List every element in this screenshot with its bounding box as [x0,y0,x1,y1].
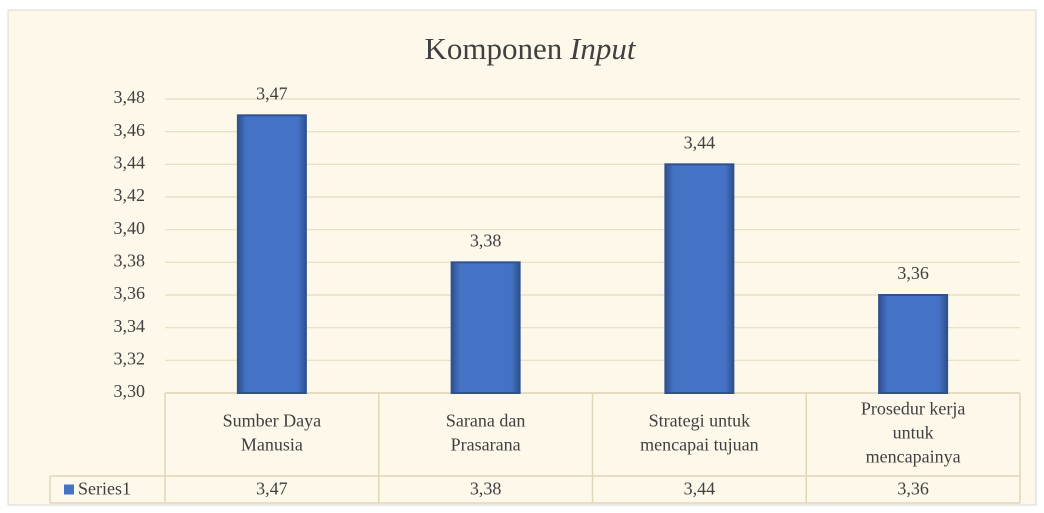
x-tick-label: Prosedur kerja untuk mencapainya [861,399,965,467]
x-tick-label: Sumber Daya Manusia [223,411,321,455]
table-value: 3,44 [684,479,716,499]
legend-key [64,484,74,495]
chart-title: Komponen Input [425,31,637,66]
y-tick-label: 3,46 [114,120,146,140]
y-tick-label: 3,30 [114,381,146,401]
x-tick-label: Sarana dan Prasarana [446,411,525,455]
y-tick-label: 3,36 [114,283,146,303]
bar [450,261,521,395]
y-tick-label: 3,42 [114,185,146,205]
y-tick-label: 3,48 [114,87,146,107]
x-tick-line: Sumber Daya [223,411,321,431]
x-tick-line: untuk [893,423,934,443]
chart-frame [7,9,1037,506]
x-tick-line: mencapainya [866,447,961,467]
x-tick-line: mencapai tujuan [640,435,758,455]
x-tick-line: Prosedur kerja [861,399,965,419]
bar [878,294,949,394]
y-tick-label: 3,40 [114,218,146,238]
legend-label: Series1 [78,479,131,499]
table-value: 3,38 [470,479,502,499]
x-tick-line: Sarana dan [446,411,525,431]
title-part: Komponen [425,31,563,66]
title-part: Input [569,31,637,66]
x-tick-line: Prasarana [451,435,521,455]
x-tick-line: Strategi untuk [649,411,751,431]
y-tick-label: 3,34 [114,316,146,336]
table-value: 3,36 [897,479,929,499]
x-tick-label: Strategi untuk mencapai tujuan [640,411,758,455]
y-tick-label: 3,38 [114,250,146,270]
data-label: 3,38 [470,230,502,250]
data-label: 3,44 [684,132,716,152]
table-value: 3,47 [256,479,288,499]
bar [664,163,735,394]
x-tick-line: Manusia [241,435,303,455]
bar [236,114,307,394]
data-label: 3,36 [897,263,929,283]
y-tick-label: 3,44 [114,152,146,172]
data-label: 3,47 [256,83,288,103]
y-tick-label: 3,32 [114,348,146,368]
